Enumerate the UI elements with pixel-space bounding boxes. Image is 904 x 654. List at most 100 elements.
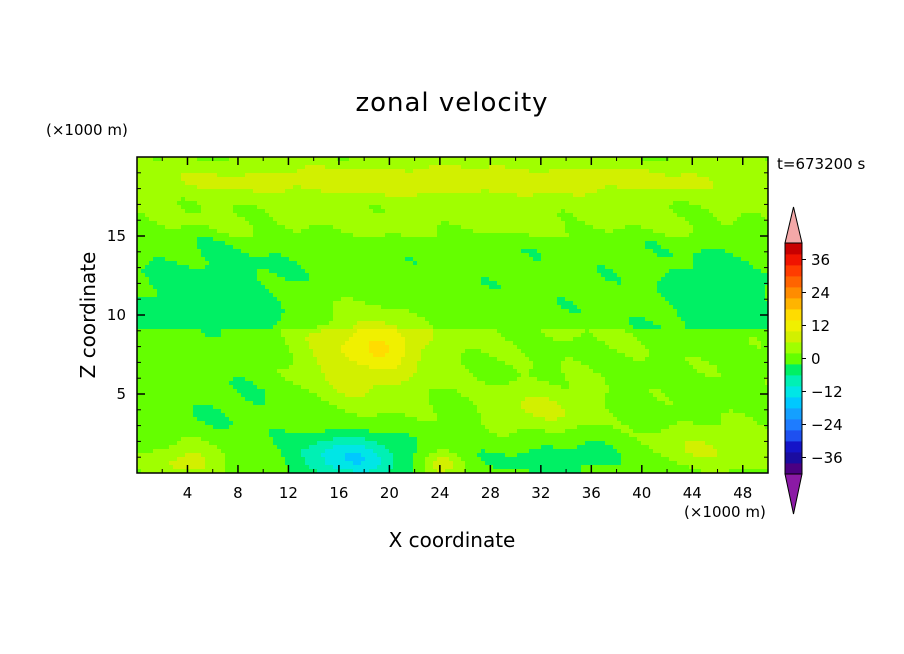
heatmap-cell <box>501 269 506 274</box>
heatmap-cell <box>577 217 582 222</box>
heatmap-cell <box>205 277 210 282</box>
heatmap-cell <box>737 189 742 194</box>
heatmap-cell <box>581 225 586 230</box>
heatmap-cell <box>353 169 358 174</box>
heatmap-cell <box>717 261 722 266</box>
heatmap-cell <box>313 257 318 262</box>
heatmap-cell <box>153 273 158 278</box>
heatmap-cell <box>333 265 338 270</box>
heatmap-cell <box>205 229 210 234</box>
heatmap-cell <box>173 269 178 274</box>
heatmap-cell <box>341 265 346 270</box>
heatmap-cell <box>385 273 390 278</box>
heatmap-cell <box>429 185 434 190</box>
heatmap-cell <box>265 253 270 258</box>
heatmap-cell <box>245 205 250 210</box>
heatmap-cell <box>185 245 190 250</box>
heatmap-cell <box>601 157 606 162</box>
heatmap-cell <box>593 169 598 174</box>
heatmap-cell <box>489 205 494 210</box>
heatmap-cell <box>297 213 302 218</box>
heatmap-cell <box>565 269 570 274</box>
heatmap-cell <box>177 161 182 166</box>
heatmap-cell <box>253 225 258 230</box>
heatmap-cell <box>389 213 394 218</box>
heatmap-cell <box>445 177 450 182</box>
heatmap-cell <box>433 265 438 270</box>
heatmap-cell <box>265 205 270 210</box>
heatmap-cell <box>173 241 178 246</box>
heatmap-cell <box>573 217 578 222</box>
heatmap-cell <box>477 281 482 286</box>
heatmap-cell <box>441 257 446 262</box>
heatmap-cell <box>325 165 330 170</box>
heatmap-cell <box>321 193 326 198</box>
heatmap-cell <box>197 185 202 190</box>
heatmap-cell <box>445 253 450 258</box>
heatmap-cell <box>545 253 550 258</box>
heatmap-cell <box>605 225 610 230</box>
heatmap-cell <box>437 225 442 230</box>
heatmap-cell <box>333 157 338 162</box>
heatmap-cell <box>309 253 314 258</box>
heatmap-cell <box>201 169 206 174</box>
heatmap-cell <box>185 165 190 170</box>
heatmap-cell <box>637 157 642 162</box>
heatmap-cell <box>289 233 294 238</box>
heatmap-cell <box>401 169 406 174</box>
heatmap-cell <box>285 261 290 266</box>
heatmap-cell <box>513 229 518 234</box>
heatmap-cell <box>657 237 662 242</box>
heatmap-cell <box>721 209 726 214</box>
heatmap-cell <box>289 241 294 246</box>
heatmap-cell <box>213 181 218 186</box>
heatmap-cell <box>569 277 574 282</box>
heatmap-cell <box>725 185 730 190</box>
heatmap-cell <box>181 157 186 162</box>
heatmap-cell <box>161 225 166 230</box>
heatmap-cell <box>177 245 182 250</box>
heatmap-cell <box>677 213 682 218</box>
heatmap-cell <box>545 173 550 178</box>
heatmap-cell <box>457 161 462 166</box>
heatmap-cell <box>729 249 734 254</box>
heatmap-cell <box>345 249 350 254</box>
heatmap-cell <box>513 245 518 250</box>
heatmap-cell <box>225 249 230 254</box>
heatmap-cell <box>353 193 358 198</box>
heatmap-cell <box>157 169 162 174</box>
heatmap-cell <box>677 165 682 170</box>
heatmap-cell <box>649 217 654 222</box>
heatmap-cell <box>433 181 438 186</box>
heatmap-cell <box>301 221 306 226</box>
heatmap-cell <box>281 233 286 238</box>
heatmap-cell <box>553 261 558 266</box>
heatmap-cell <box>601 245 606 250</box>
heatmap-cell <box>569 233 574 238</box>
heatmap-cell <box>673 237 678 242</box>
heatmap-cell <box>173 193 178 198</box>
heatmap-cell <box>337 189 342 194</box>
heatmap-cell <box>381 169 386 174</box>
heatmap-cell <box>549 269 554 274</box>
heatmap-cell <box>697 277 702 282</box>
heatmap-cell <box>545 201 550 206</box>
heatmap-cell <box>721 253 726 258</box>
heatmap-cell <box>521 217 526 222</box>
heatmap-cell <box>709 161 714 166</box>
heatmap-cell <box>553 205 558 210</box>
heatmap-cell <box>237 241 242 246</box>
heatmap-cell <box>209 217 214 222</box>
heatmap-cell <box>185 277 190 282</box>
heatmap-cell <box>505 245 510 250</box>
heatmap-cell <box>193 253 198 258</box>
heatmap-cell <box>565 245 570 250</box>
heatmap-cell <box>569 189 574 194</box>
heatmap-cell <box>313 233 318 238</box>
heatmap-cell <box>513 253 518 258</box>
heatmap-cell <box>217 241 222 246</box>
heatmap-cell <box>361 221 366 226</box>
heatmap-cell <box>673 261 678 266</box>
heatmap-cell <box>757 225 762 230</box>
heatmap-cell <box>489 165 494 170</box>
